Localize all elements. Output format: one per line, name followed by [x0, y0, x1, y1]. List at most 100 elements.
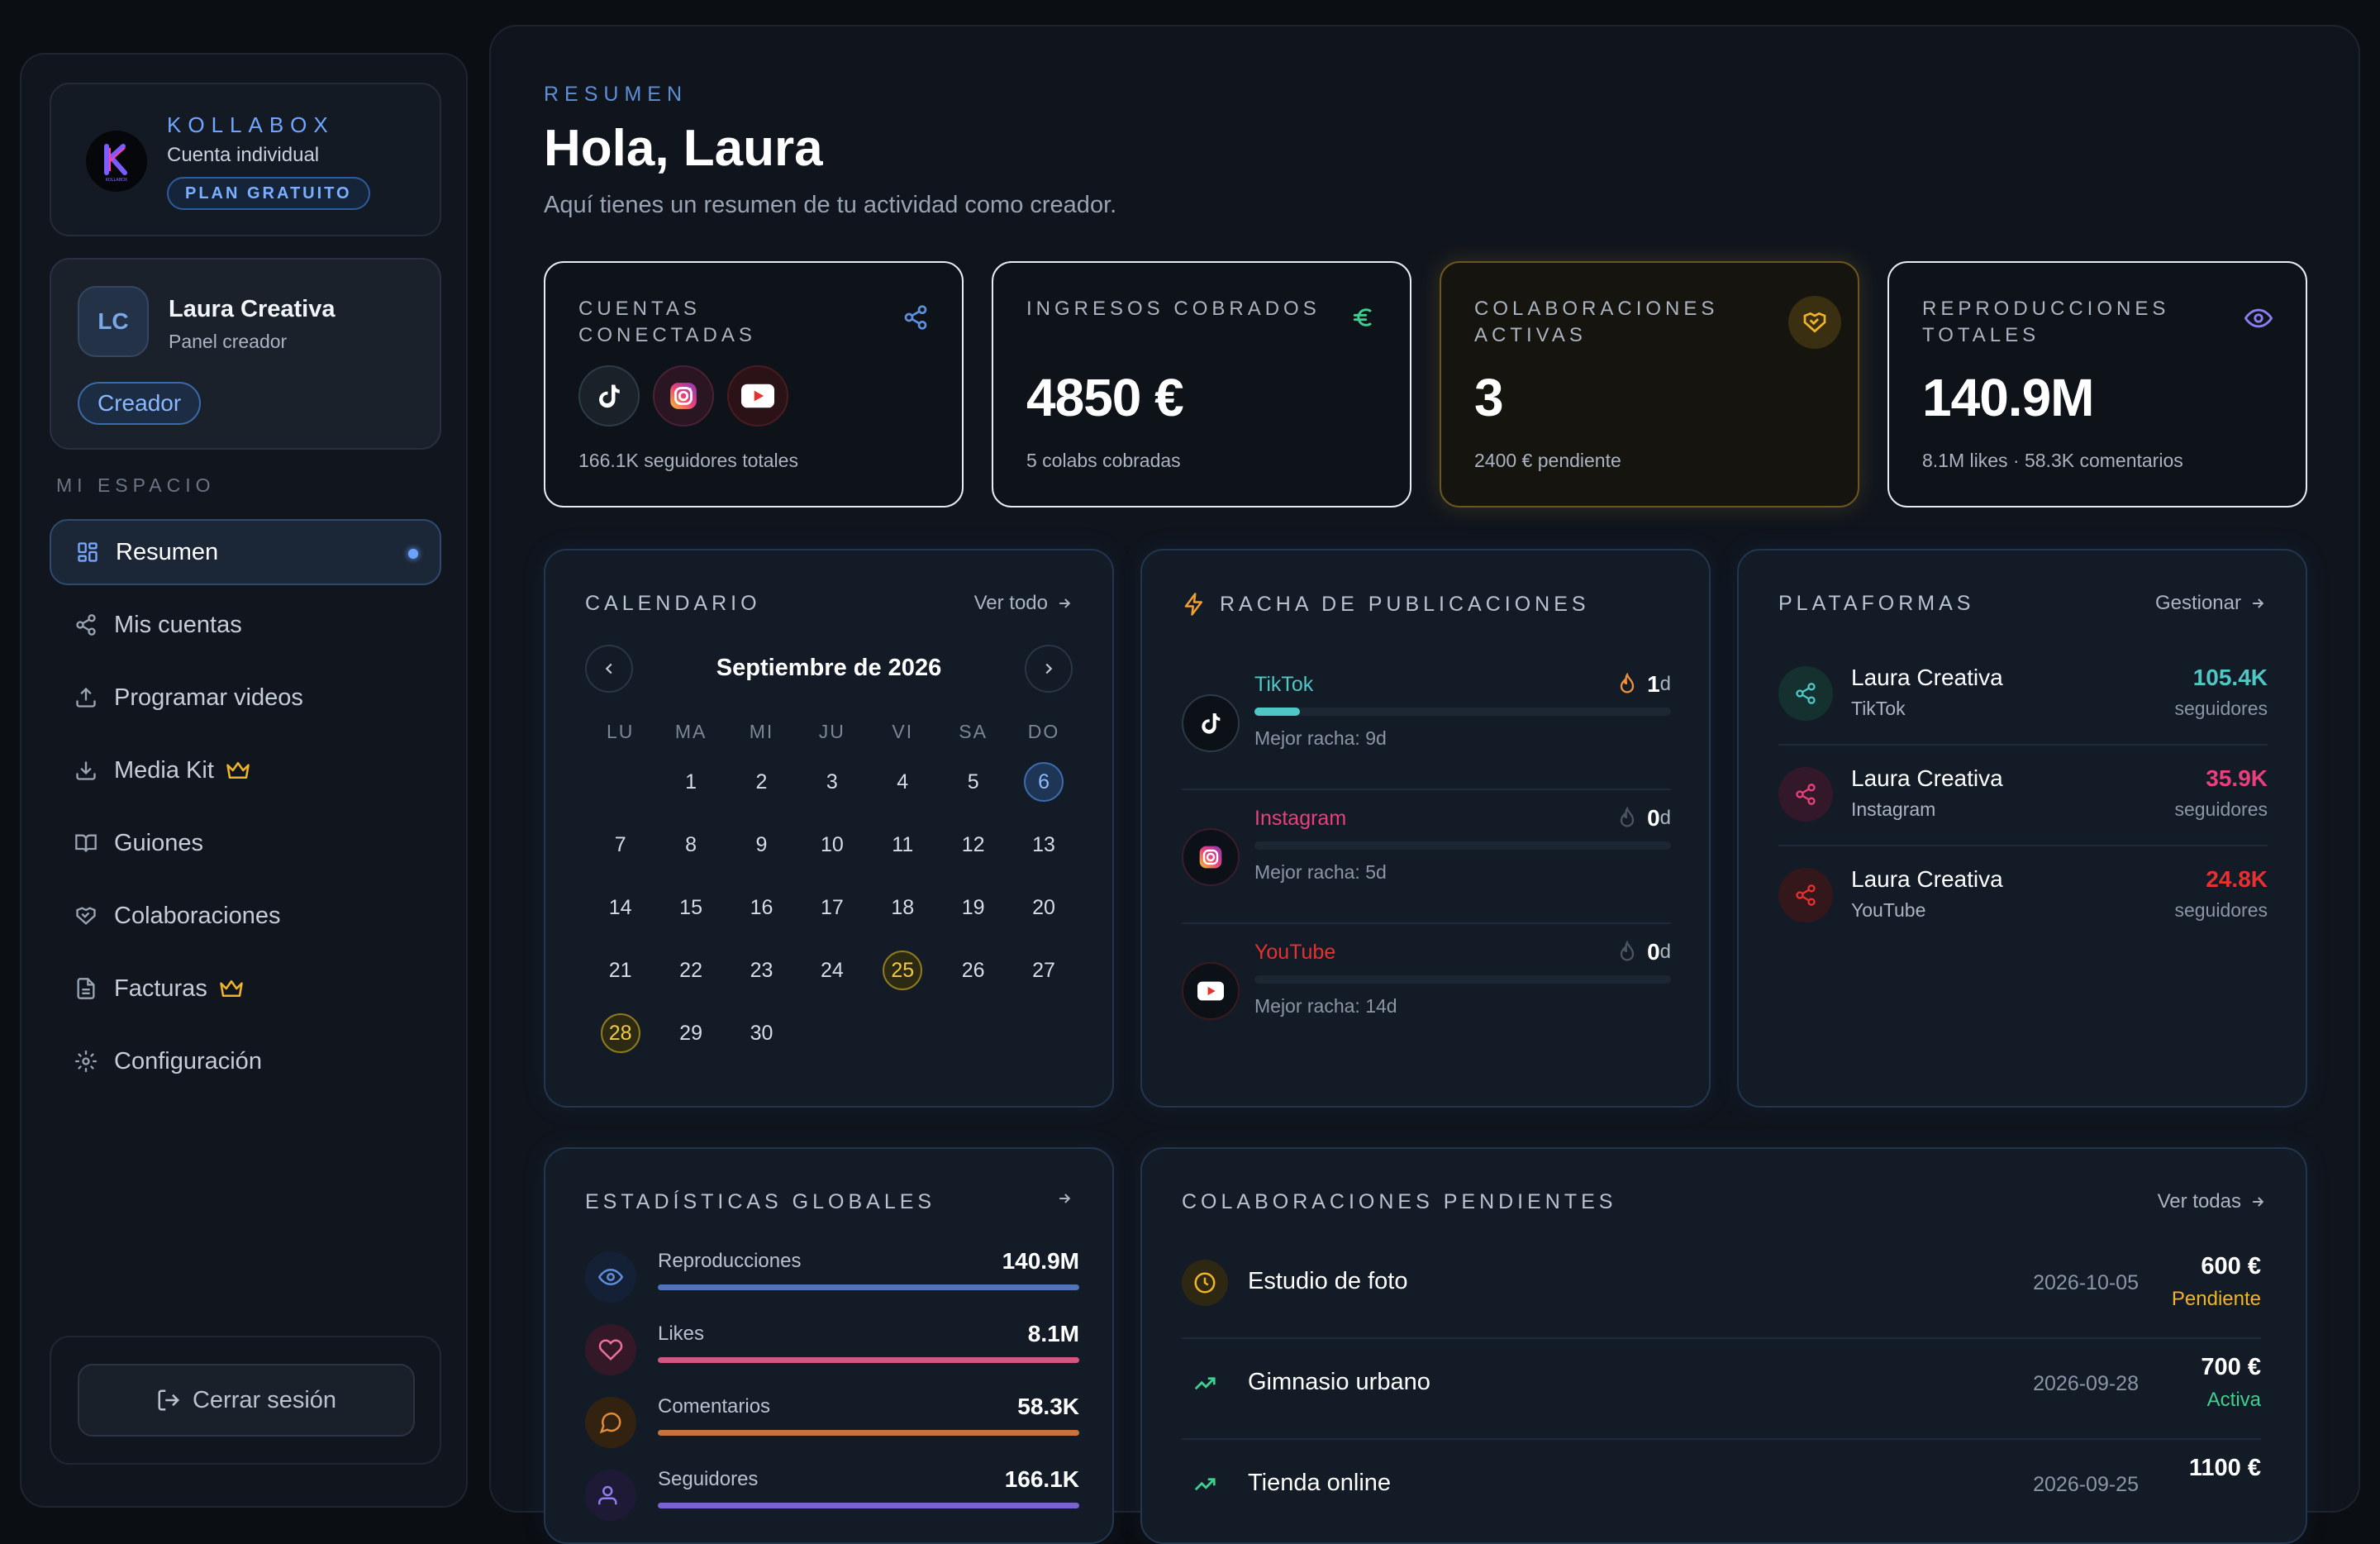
instagram-icon[interactable] — [653, 365, 714, 427]
calendar-next-button[interactable] — [1025, 645, 1073, 693]
sidebar-item-colaboraciones[interactable]: Colaboraciones — [50, 883, 441, 949]
calendar-day[interactable]: 22 — [655, 939, 726, 1002]
kollabox-logo: KOLLABOX — [86, 131, 147, 192]
panel-title: PLATAFORMAS — [1778, 592, 1975, 615]
sidebar-item-facturas[interactable]: Facturas — [50, 955, 441, 1022]
calendar-day[interactable]: 12 — [938, 813, 1008, 876]
logout-label: Cerrar sesión — [192, 1386, 337, 1413]
calendar-day[interactable]: 19 — [938, 876, 1008, 939]
calendar-day[interactable]: 1 — [655, 751, 726, 813]
stat-sub: 5 colabs cobradas — [1026, 450, 1181, 471]
calendar-day-number: 4 — [897, 770, 909, 793]
calendar-day[interactable]: 15 — [655, 876, 726, 939]
weekday-label: VI — [892, 721, 914, 742]
stat-sub: 166.1K seguidores totales — [578, 450, 798, 471]
sidebar-item-media-kit[interactable]: Media Kit — [50, 737, 441, 803]
arrow-right-icon — [2253, 598, 2264, 608]
calendar-day[interactable]: 9 — [726, 813, 797, 876]
collab-row[interactable]: Estudio de foto 2026-10-05 600 € Pendien… — [1182, 1237, 2261, 1339]
calendar-day-number: 26 — [961, 958, 985, 982]
sidebar-nav: Resumen Mis cuentas Programar videos Med… — [50, 519, 441, 1101]
calendar-day[interactable]: 3 — [797, 751, 867, 813]
calendar-day[interactable]: 16 — [726, 876, 797, 939]
calendar-day[interactable]: 21 — [585, 939, 655, 1002]
calendar-day-number — [1024, 1013, 1064, 1053]
youtube-icon[interactable] — [727, 365, 788, 427]
calendar-day[interactable]: 13 — [1008, 813, 1078, 876]
platform-account-name: Laura Creativa — [1851, 665, 2003, 690]
brand-card: KOLLABOX KOLLABOX Cuenta individual PLAN… — [50, 83, 441, 236]
streak-platform: Instagram — [1254, 807, 1347, 830]
calendar-day[interactable]: 20 — [1008, 876, 1078, 939]
platform-followers: 105.4K — [2192, 665, 2268, 690]
logout-button[interactable]: Cerrar sesión — [78, 1364, 415, 1437]
calendar-empty-cell — [797, 1002, 867, 1065]
calendar-day[interactable]: 10 — [797, 813, 867, 876]
calendar-day[interactable]: 18 — [868, 876, 938, 939]
calendar-day[interactable]: 2 — [726, 751, 797, 813]
calendar-day-number: 13 — [1032, 832, 1055, 856]
see-all-collabs-link[interactable]: Ver todas — [2158, 1190, 2266, 1213]
global-stats-link[interactable] — [1048, 1190, 1073, 1207]
tiktok-icon[interactable] — [578, 365, 640, 427]
manage-platforms-link[interactable]: Gestionar — [2155, 592, 2266, 615]
sidebar-item-programar-videos[interactable]: Programar videos — [50, 665, 441, 731]
calendar-day[interactable]: 28 — [585, 1002, 655, 1065]
sidebar-item-guiones[interactable]: Guiones — [50, 810, 441, 876]
stat-card-accounts[interactable]: CUENTAS CONECTADAS 166.1K seguidores tot… — [544, 261, 964, 508]
stat-sub: 8.1M likes · 58.3K comentarios — [1922, 450, 2183, 471]
weekday-label: LU — [606, 721, 635, 742]
platform-row-tiktok[interactable]: Laura Creativa TikTok 105.4K seguidores — [1778, 643, 2268, 746]
calendar-day[interactable]: 26 — [938, 939, 1008, 1002]
page-title: Hola, Laura — [544, 120, 823, 177]
stat-card-collabs[interactable]: COLABORACIONES ACTIVAS 3 2400 € pendient… — [1440, 261, 1859, 508]
calendar-day[interactable]: 30 — [726, 1002, 797, 1065]
calendar-day[interactable]: 14 — [585, 876, 655, 939]
calendar-day[interactable]: 17 — [797, 876, 867, 939]
calendar-day[interactable]: 4 — [868, 751, 938, 813]
calendar-week: 7 8 9 10 11 12 13 — [585, 813, 1079, 876]
calendar-day[interactable]: 6 — [1008, 751, 1078, 813]
page-kicker: RESUMEN — [544, 83, 688, 106]
calendar-day[interactable]: 7 — [585, 813, 655, 876]
stat-card-income[interactable]: INGRESOS COBRADOS 4850 € 5 colabs cobrad… — [992, 261, 1411, 508]
streak-progress-track — [1254, 841, 1671, 850]
stat-card-plays[interactable]: REPRODUCCIONES TOTALES 140.9M 8.1M likes… — [1887, 261, 2307, 508]
collab-amount: 1100 € — [2188, 1455, 2261, 1481]
collab-row[interactable]: Gimnasio urbano 2026-09-28 700 € Activa — [1182, 1337, 2261, 1440]
plan-badge[interactable]: PLAN GRATUITO — [167, 177, 370, 210]
calendar-day[interactable]: 5 — [938, 751, 1008, 813]
sidebar-item-resumen[interactable]: Resumen — [50, 519, 441, 585]
calendar-day[interactable]: 29 — [655, 1002, 726, 1065]
sidebar-item-label: Guiones — [114, 829, 204, 856]
sidebar-item-configuracion[interactable]: Configuración — [50, 1028, 441, 1094]
calendar-day[interactable]: 11 — [868, 813, 938, 876]
calendar-prev-button[interactable] — [585, 645, 633, 693]
calendar-day[interactable]: 24 — [797, 939, 867, 1002]
avatar: LC — [78, 286, 149, 357]
sidebar-item-mis-cuentas[interactable]: Mis cuentas — [50, 592, 441, 658]
user-role: Panel creador — [169, 331, 288, 352]
logout-icon — [158, 1389, 179, 1411]
flame-icon — [1620, 673, 1635, 693]
calendar-empty-cell — [938, 1002, 1008, 1065]
global-stat-likes: Likes 8.1M — [585, 1314, 1079, 1387]
calendar-day[interactable]: 25 — [868, 939, 938, 1002]
platform-account-name: Laura Creativa — [1851, 765, 2003, 791]
global-stat-bar — [658, 1284, 1079, 1290]
collab-row[interactable]: Tienda online 2026-09-25 1100 € — [1182, 1438, 2261, 1539]
platform-row-youtube[interactable]: Laura Creativa YouTube 24.8K seguidores — [1778, 845, 2268, 946]
download-icon — [73, 757, 99, 784]
calendar-panel: CALENDARIO Ver todo Septiembre de 2026 L… — [544, 549, 1114, 1108]
calendar-day[interactable]: 8 — [655, 813, 726, 876]
weekday-label: MA — [674, 721, 707, 742]
calendar-day[interactable]: 27 — [1008, 939, 1078, 1002]
calendar-day[interactable]: 23 — [726, 939, 797, 1002]
user-card[interactable]: LC Laura Creativa Panel creador Creador — [50, 258, 441, 450]
handshake-icon — [1788, 296, 1841, 349]
platform-row-instagram[interactable]: Laura Creativa Instagram 35.9K seguidore… — [1778, 744, 2268, 846]
calendar-see-all-link[interactable]: Ver todo — [974, 592, 1073, 615]
